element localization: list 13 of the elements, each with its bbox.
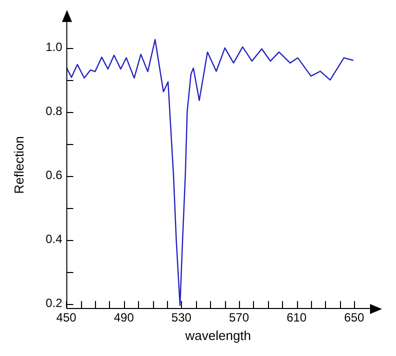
y-tick-label: 0.6 xyxy=(46,168,63,182)
x-tick-label: 610 xyxy=(286,310,307,325)
x-tick-label: 530 xyxy=(171,310,192,325)
y-axis-title: Reflection xyxy=(11,136,26,194)
y-tick-label: 1.0 xyxy=(46,40,63,54)
y-tick-label: 0.4 xyxy=(46,232,63,246)
y-tick-label: 0.8 xyxy=(46,104,63,118)
x-tick-label: 490 xyxy=(114,310,134,325)
x-tick-label: 650 xyxy=(344,310,364,325)
y-tick-label: 0.2 xyxy=(46,296,63,310)
x-tick-label: 450 xyxy=(56,310,77,325)
x-tick-label: 570 xyxy=(228,310,250,325)
x-axis-title: wavelength xyxy=(184,328,252,343)
